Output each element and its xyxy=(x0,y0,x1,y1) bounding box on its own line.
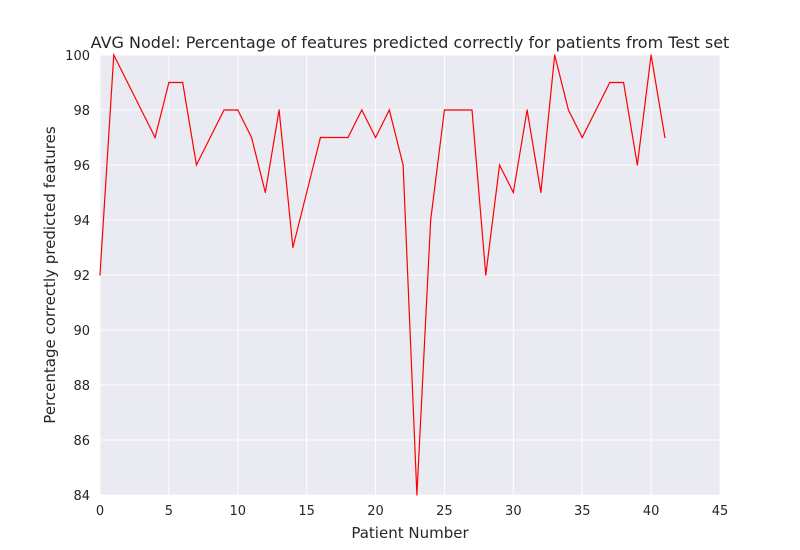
data-point xyxy=(416,494,418,496)
y-axis-label: Percentage correctly predicted features xyxy=(41,126,59,424)
data-point xyxy=(609,81,611,84)
data-point xyxy=(140,109,142,111)
data-point xyxy=(361,109,363,111)
data-point xyxy=(622,81,625,84)
data-point xyxy=(485,274,487,276)
x-tick-label: 0 xyxy=(96,504,104,519)
data-point xyxy=(595,109,597,111)
data-point xyxy=(237,109,239,111)
chart-title: AVG Nodel: Percentage of features predic… xyxy=(91,33,730,52)
data-point xyxy=(540,191,542,194)
series-points xyxy=(99,54,666,496)
y-tick-label: 90 xyxy=(73,324,90,339)
x-tick-label: 15 xyxy=(298,504,315,519)
x-tick-label: 35 xyxy=(574,504,591,519)
y-tick-label: 88 xyxy=(73,379,90,394)
data-point xyxy=(99,274,101,276)
data-point xyxy=(264,191,266,194)
data-point xyxy=(126,81,129,84)
data-point xyxy=(168,81,170,84)
data-point xyxy=(430,219,432,221)
x-tick-label: 10 xyxy=(230,504,247,519)
x-tick-label: 30 xyxy=(505,504,522,519)
data-point xyxy=(347,136,349,139)
data-point xyxy=(209,136,211,139)
data-point xyxy=(498,164,501,166)
data-point xyxy=(223,109,225,111)
data-point xyxy=(319,136,322,139)
data-point xyxy=(457,109,459,111)
x-tick-labels: 0 5 10 15 20 25 30 35 40 45 xyxy=(96,504,728,519)
data-point xyxy=(195,164,198,166)
x-axis-label: Patient Number xyxy=(351,524,469,542)
data-point xyxy=(113,54,115,56)
data-point xyxy=(154,136,156,139)
data-point xyxy=(292,246,294,249)
x-tick-label: 20 xyxy=(367,504,384,519)
y-tick-label: 98 xyxy=(73,104,90,119)
data-point xyxy=(664,136,666,139)
data-point xyxy=(374,136,377,139)
data-point xyxy=(250,136,253,139)
x-tick-label: 45 xyxy=(712,504,729,519)
y-tick-label: 84 xyxy=(73,489,90,504)
data-point xyxy=(512,191,514,194)
x-tick-label: 40 xyxy=(643,504,660,519)
data-point xyxy=(333,136,335,139)
x-tick-label: 25 xyxy=(436,504,453,519)
y-tick-label: 86 xyxy=(73,434,90,449)
y-tick-label: 92 xyxy=(73,269,90,284)
y-tick-labels: 84 86 88 90 92 94 96 98 100 xyxy=(65,49,90,504)
data-point xyxy=(471,109,473,111)
data-point xyxy=(636,164,638,166)
data-point xyxy=(650,54,652,56)
data-point xyxy=(567,109,570,111)
data-point xyxy=(278,109,280,111)
data-point xyxy=(306,191,308,194)
data-point xyxy=(526,109,528,111)
y-tick-label: 94 xyxy=(73,214,90,229)
data-point xyxy=(443,109,446,111)
y-tick-label: 96 xyxy=(73,159,90,174)
x-tick-label: 5 xyxy=(165,504,173,519)
data-point xyxy=(581,136,583,139)
data-point xyxy=(554,54,556,56)
data-point xyxy=(388,109,390,111)
grid-lines xyxy=(99,54,721,496)
series-line xyxy=(99,52,666,496)
y-tick-label: 100 xyxy=(65,49,90,64)
data-point xyxy=(402,164,404,166)
data-point xyxy=(182,81,184,84)
